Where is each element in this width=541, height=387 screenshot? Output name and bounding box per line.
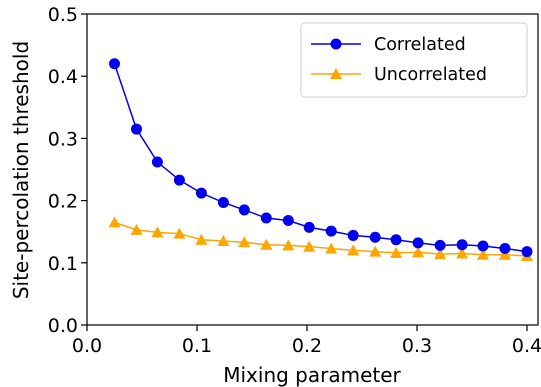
- data-point-uncorrelated: [347, 244, 360, 256]
- data-point-correlated: [151, 156, 163, 168]
- plot-area: [108, 58, 533, 261]
- data-point-correlated: [195, 187, 207, 199]
- data-point-uncorrelated: [108, 216, 121, 228]
- legend-box: [300, 22, 528, 98]
- data-point-correlated: [347, 229, 359, 241]
- data-point-uncorrelated: [195, 233, 208, 245]
- data-point-correlated: [521, 246, 533, 258]
- data-point-correlated: [499, 242, 511, 254]
- data-point-correlated: [412, 237, 424, 249]
- data-point-correlated: [282, 215, 294, 227]
- y-tick-label: 0.0: [48, 315, 78, 337]
- series-line-uncorrelated: [114, 221, 528, 257]
- legend-uncorrelated-label: Uncorrelated: [374, 65, 487, 85]
- data-point-uncorrelated: [282, 239, 295, 251]
- data-point-uncorrelated: [217, 235, 230, 247]
- data-point-correlated: [477, 240, 489, 252]
- y-axis-label: Site-percolation threshold: [9, 41, 33, 299]
- data-point-correlated: [369, 231, 381, 243]
- data-point-correlated: [173, 174, 185, 186]
- data-point-uncorrelated: [369, 245, 382, 257]
- data-point-uncorrelated: [303, 240, 316, 252]
- y-tick-label: 0.4: [48, 66, 78, 88]
- x-tick-label: 0.0: [72, 335, 102, 357]
- data-point-correlated: [390, 234, 402, 246]
- legend-correlated-label: Correlated: [374, 35, 466, 55]
- x-axis-label: Mixing parameter: [223, 363, 401, 387]
- data-point-uncorrelated: [390, 246, 403, 258]
- data-point-correlated: [217, 196, 229, 208]
- data-point-correlated: [260, 212, 272, 224]
- data-point-uncorrelated: [260, 238, 273, 250]
- data-point-correlated: [109, 58, 120, 70]
- x-tick-label: 0.4: [512, 335, 541, 357]
- data-point-uncorrelated: [151, 226, 164, 238]
- data-point-uncorrelated: [456, 247, 469, 259]
- y-tick-label: 0.1: [48, 253, 78, 275]
- y-tick-label: 0.5: [48, 4, 78, 26]
- data-point-uncorrelated: [130, 223, 143, 235]
- data-point-uncorrelated: [434, 248, 447, 260]
- x-tick-label: 0.1: [182, 335, 212, 357]
- data-point-uncorrelated: [477, 248, 489, 260]
- data-point-uncorrelated: [412, 246, 425, 258]
- data-point-correlated: [303, 221, 315, 233]
- y-tick-label: 0.3: [48, 128, 78, 150]
- plot-frame: [86, 13, 539, 326]
- data-point-uncorrelated: [499, 248, 511, 260]
- legend-correlated-marker: [330, 38, 342, 50]
- data-point-uncorrelated: [173, 227, 186, 239]
- y-tick-label: 0.2: [48, 191, 78, 213]
- legend-uncorrelated-marker: [330, 68, 342, 79]
- data-point-correlated: [238, 204, 250, 216]
- data-point-uncorrelated: [238, 236, 251, 248]
- data-point-correlated: [434, 239, 446, 251]
- data-point-correlated: [456, 239, 468, 251]
- axis-ticks: 0.0 0.1 0.2 0.3 0.4 0.0 0.1 0.2 0.3 0.4 0.5: [48, 4, 541, 357]
- legend: Correlated Uncorrelated: [300, 22, 528, 98]
- data-point-uncorrelated: [325, 242, 338, 254]
- data-point-correlated: [131, 123, 142, 135]
- x-tick-label: 0.2: [292, 335, 322, 357]
- data-point-correlated: [325, 225, 337, 237]
- x-tick-label: 0.3: [402, 335, 432, 357]
